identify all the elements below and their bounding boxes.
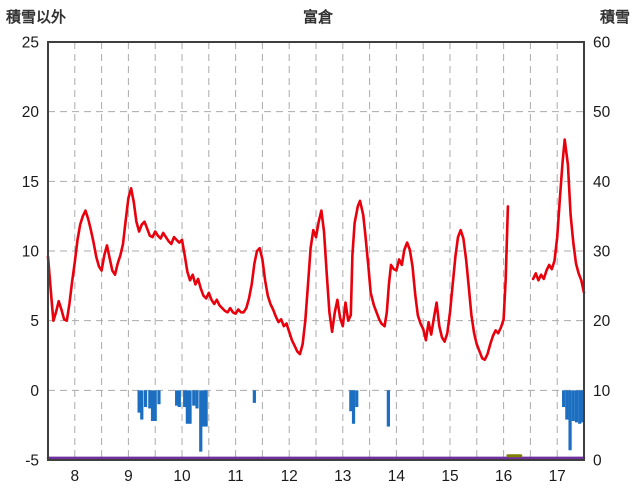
x-tick-label: 17	[549, 468, 566, 485]
bar	[195, 390, 199, 409]
left-tick-label: -5	[25, 453, 39, 470]
bar	[351, 390, 356, 424]
x-tick-label: 13	[334, 468, 351, 485]
plot-frame	[47, 41, 585, 461]
x-tick-label: 12	[281, 468, 298, 485]
right-tick-label: 30	[593, 244, 611, 261]
bar	[204, 390, 208, 427]
bar	[137, 390, 141, 413]
x-tick-label: 8	[70, 468, 79, 485]
left-tick-label: 0	[30, 383, 39, 400]
left-axis-title: 積雪以外	[6, 9, 67, 26]
red-line	[46, 138, 586, 362]
bar	[150, 390, 155, 421]
bar	[386, 390, 390, 427]
bar	[574, 390, 579, 423]
right-tick-label: 20	[593, 313, 611, 330]
bar	[192, 390, 196, 406]
bar	[562, 390, 566, 408]
bar	[143, 390, 148, 408]
x-tick-label: 16	[495, 468, 512, 485]
x-tick-label: 15	[441, 468, 458, 485]
left-tick-label: 10	[22, 244, 40, 261]
right-tick-label: 60	[593, 35, 611, 52]
bar	[580, 390, 584, 423]
bar	[153, 390, 157, 421]
left-tick-label: 25	[22, 35, 39, 52]
left-tick-label: 5	[30, 313, 39, 330]
bar	[183, 390, 187, 408]
right-tick-label: 0	[593, 453, 602, 470]
right-tick-label: 40	[593, 174, 611, 191]
x-tick-label: 11	[228, 468, 244, 485]
blue-bars	[137, 390, 584, 452]
left-tick-label: 15	[22, 174, 39, 191]
right-tick-label: 10	[593, 383, 611, 400]
bar	[349, 390, 353, 412]
bar	[252, 390, 256, 403]
red-line-path	[531, 138, 586, 295]
bar	[565, 390, 569, 420]
red-line-path	[46, 187, 510, 362]
bar	[175, 390, 179, 406]
bar	[188, 390, 192, 424]
x-tick-label: 14	[388, 468, 406, 485]
right-axis-title: 積雪	[599, 9, 630, 26]
bar	[177, 390, 181, 408]
x-tick-label: 9	[124, 468, 133, 485]
bar	[148, 390, 152, 409]
bar	[355, 390, 359, 408]
bar	[571, 390, 575, 421]
bar	[157, 390, 161, 405]
gridlines	[48, 42, 584, 460]
bar	[185, 390, 189, 424]
bar	[568, 390, 572, 451]
bar	[201, 390, 206, 427]
bar	[140, 390, 144, 420]
right-tick-label: 50	[593, 104, 611, 121]
left-tick-label: 20	[22, 104, 40, 121]
chart-title: 富倉	[302, 9, 333, 26]
bar	[199, 390, 203, 452]
bar	[578, 390, 582, 424]
x-tick-label: 10	[173, 468, 191, 485]
